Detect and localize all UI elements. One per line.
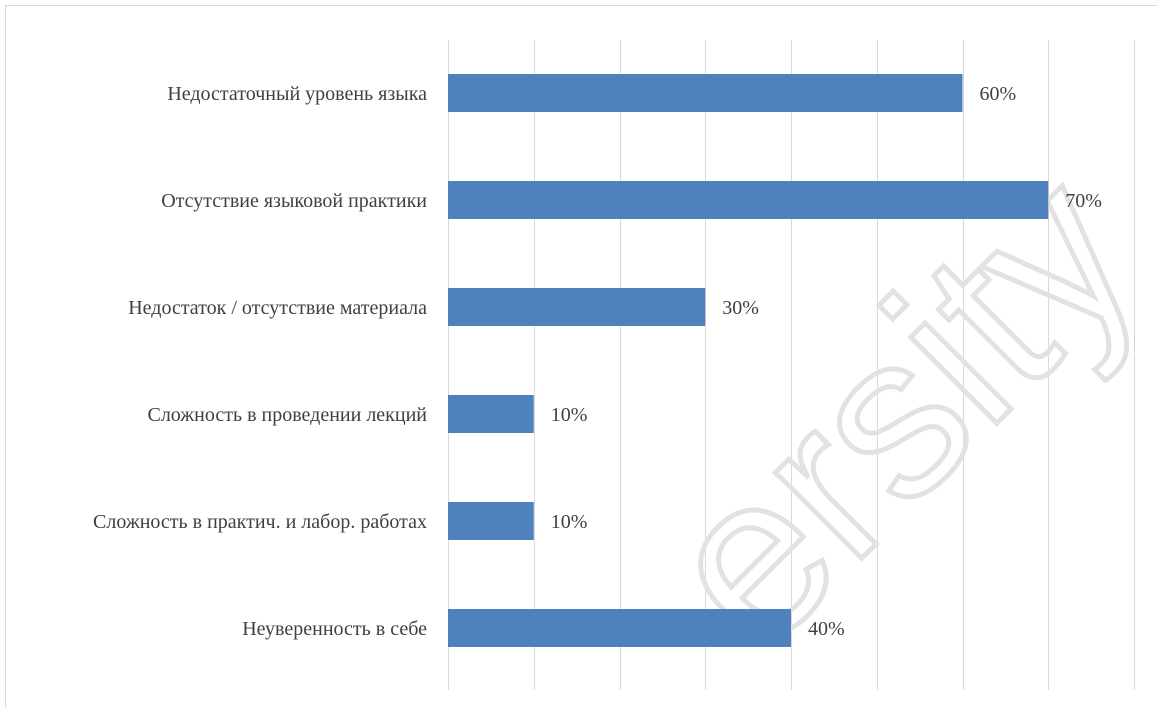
- category-label: Отсутствие языковой практики: [161, 190, 427, 212]
- chart-frame: [5, 5, 1157, 708]
- category-label: Неуверенность в себе: [242, 618, 427, 640]
- data-label: 10%: [551, 404, 588, 426]
- category-label: Сложность в практич. и лабор. работах: [93, 511, 427, 533]
- bar: [448, 395, 534, 433]
- category-labels: Недостаточный уровень языка Отсутствие яз…: [93, 83, 427, 640]
- bar: [448, 609, 791, 647]
- data-label: 10%: [551, 511, 588, 533]
- category-label: Сложность в проведении лекций: [147, 404, 427, 426]
- bar: [448, 288, 706, 326]
- data-label: 70%: [1065, 190, 1102, 212]
- data-label: 30%: [722, 297, 759, 319]
- data-label: 60%: [980, 83, 1017, 105]
- bar: [448, 502, 534, 540]
- bar: [448, 74, 963, 112]
- category-label: Недостаток / отсутствие материала: [128, 297, 427, 319]
- gridlines: [448, 40, 1135, 690]
- bars: [448, 74, 1049, 647]
- data-label: 40%: [808, 618, 845, 640]
- value-labels: 60% 70% 30% 10% 10% 40%: [551, 83, 1102, 640]
- bar: [448, 181, 1049, 219]
- category-label: Недостаточный уровень языка: [167, 83, 427, 105]
